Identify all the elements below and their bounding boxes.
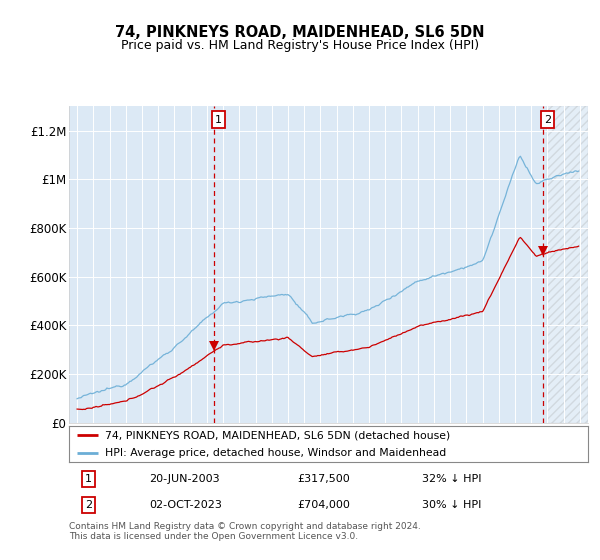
Text: 1: 1 xyxy=(215,115,222,125)
Text: 20-JUN-2003: 20-JUN-2003 xyxy=(149,474,220,484)
Text: Contains HM Land Registry data © Crown copyright and database right 2024.
This d: Contains HM Land Registry data © Crown c… xyxy=(69,522,421,542)
Text: £704,000: £704,000 xyxy=(298,500,350,510)
Text: £317,500: £317,500 xyxy=(298,474,350,484)
Text: 32% ↓ HPI: 32% ↓ HPI xyxy=(422,474,481,484)
Text: HPI: Average price, detached house, Windsor and Maidenhead: HPI: Average price, detached house, Wind… xyxy=(106,448,446,458)
Text: 2: 2 xyxy=(544,115,551,125)
Bar xyxy=(547,106,588,423)
Text: 30% ↓ HPI: 30% ↓ HPI xyxy=(422,500,481,510)
Text: 02-OCT-2023: 02-OCT-2023 xyxy=(149,500,223,510)
Text: Price paid vs. HM Land Registry's House Price Index (HPI): Price paid vs. HM Land Registry's House … xyxy=(121,39,479,52)
Text: 74, PINKNEYS ROAD, MAIDENHEAD, SL6 5DN (detached house): 74, PINKNEYS ROAD, MAIDENHEAD, SL6 5DN (… xyxy=(106,431,451,440)
Text: 1: 1 xyxy=(85,474,92,484)
Text: 2: 2 xyxy=(85,500,92,510)
Text: 74, PINKNEYS ROAD, MAIDENHEAD, SL6 5DN: 74, PINKNEYS ROAD, MAIDENHEAD, SL6 5DN xyxy=(115,25,485,40)
